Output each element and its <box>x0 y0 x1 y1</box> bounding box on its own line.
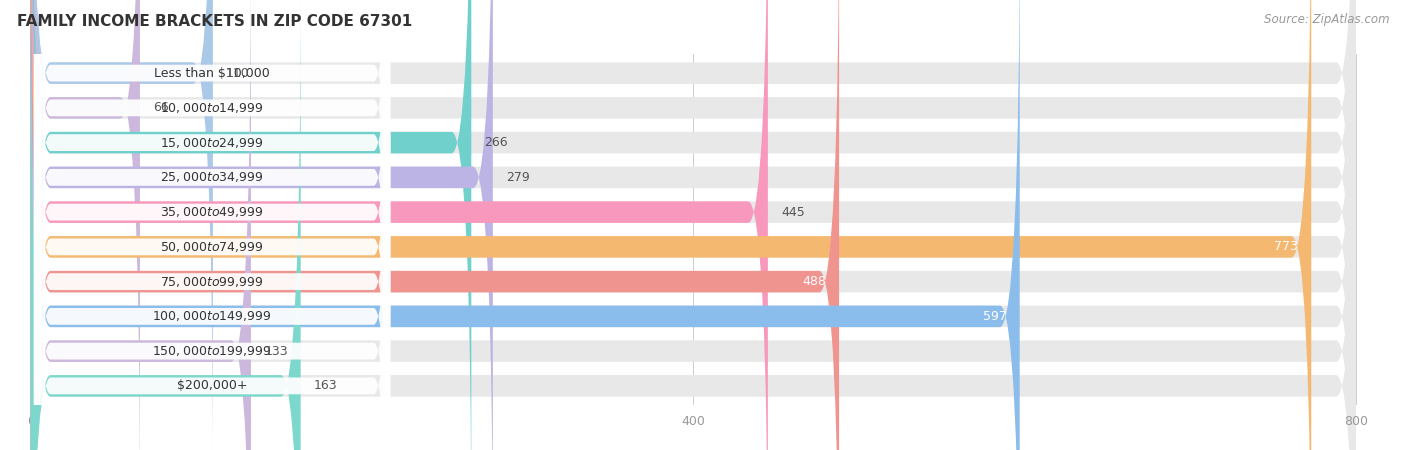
Text: $75,000 to $99,999: $75,000 to $99,999 <box>160 274 264 288</box>
FancyBboxPatch shape <box>34 0 389 450</box>
FancyBboxPatch shape <box>34 0 389 450</box>
FancyBboxPatch shape <box>31 0 250 450</box>
FancyBboxPatch shape <box>31 0 141 450</box>
Text: Less than $10,000: Less than $10,000 <box>155 67 270 80</box>
Text: $15,000 to $24,999: $15,000 to $24,999 <box>160 135 264 149</box>
Text: FAMILY INCOME BRACKETS IN ZIP CODE 67301: FAMILY INCOME BRACKETS IN ZIP CODE 67301 <box>17 14 412 28</box>
FancyBboxPatch shape <box>34 0 389 450</box>
FancyBboxPatch shape <box>31 0 212 450</box>
Text: 133: 133 <box>264 345 288 358</box>
FancyBboxPatch shape <box>31 0 1312 450</box>
Text: $200,000+: $200,000+ <box>177 379 247 392</box>
FancyBboxPatch shape <box>31 0 1355 450</box>
Text: $10,000 to $14,999: $10,000 to $14,999 <box>160 101 264 115</box>
FancyBboxPatch shape <box>31 0 471 450</box>
Text: $100,000 to $149,999: $100,000 to $149,999 <box>152 310 271 324</box>
Text: Source: ZipAtlas.com: Source: ZipAtlas.com <box>1264 14 1389 27</box>
FancyBboxPatch shape <box>31 0 768 450</box>
Text: 773: 773 <box>1274 240 1298 253</box>
FancyBboxPatch shape <box>31 0 1355 450</box>
Text: $35,000 to $49,999: $35,000 to $49,999 <box>160 205 264 219</box>
FancyBboxPatch shape <box>31 0 1355 450</box>
FancyBboxPatch shape <box>31 0 1355 450</box>
FancyBboxPatch shape <box>31 0 839 450</box>
FancyBboxPatch shape <box>31 0 1355 450</box>
Text: 266: 266 <box>485 136 508 149</box>
FancyBboxPatch shape <box>31 0 301 450</box>
Text: 110: 110 <box>226 67 250 80</box>
FancyBboxPatch shape <box>34 0 389 450</box>
FancyBboxPatch shape <box>31 0 1355 450</box>
FancyBboxPatch shape <box>34 0 389 450</box>
Text: 597: 597 <box>983 310 1007 323</box>
FancyBboxPatch shape <box>31 0 1019 450</box>
FancyBboxPatch shape <box>31 0 1355 450</box>
Text: 66: 66 <box>153 101 169 114</box>
Text: $25,000 to $34,999: $25,000 to $34,999 <box>160 171 264 184</box>
Text: $50,000 to $74,999: $50,000 to $74,999 <box>160 240 264 254</box>
Text: 488: 488 <box>801 275 825 288</box>
FancyBboxPatch shape <box>31 0 1355 450</box>
Text: 163: 163 <box>314 379 337 392</box>
FancyBboxPatch shape <box>34 47 389 450</box>
Text: 279: 279 <box>506 171 530 184</box>
FancyBboxPatch shape <box>31 0 1355 450</box>
FancyBboxPatch shape <box>34 0 389 412</box>
FancyBboxPatch shape <box>31 0 494 450</box>
FancyBboxPatch shape <box>34 0 389 447</box>
FancyBboxPatch shape <box>31 0 1355 450</box>
FancyBboxPatch shape <box>34 0 389 450</box>
FancyBboxPatch shape <box>34 12 389 450</box>
Text: 445: 445 <box>782 206 804 219</box>
Text: $150,000 to $199,999: $150,000 to $199,999 <box>152 344 271 358</box>
